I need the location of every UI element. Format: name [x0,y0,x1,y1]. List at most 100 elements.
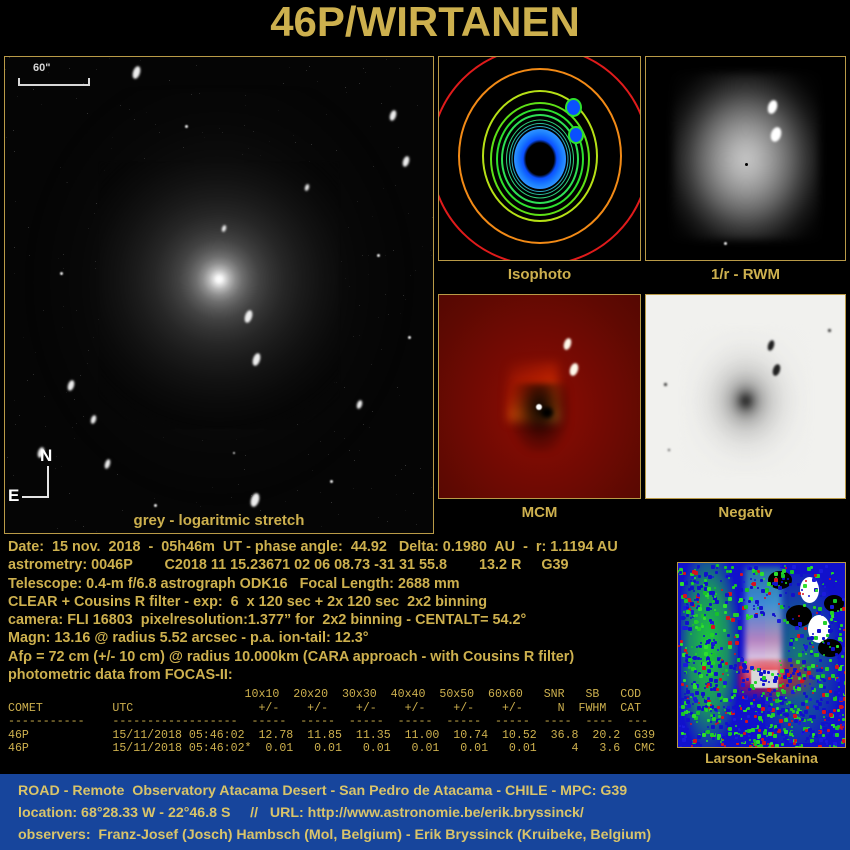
ls-noise-pixel [789,583,792,586]
ls-noise-pixel [827,732,829,734]
ls-noise-pixel [734,653,736,655]
ls-noise-pixel [703,584,705,586]
ls-noise-pixel [740,573,743,576]
larson-sekanina-caption: Larson-Sekanina [677,750,846,766]
ls-noise-pixel [783,675,787,679]
ls-noise-pixel [717,706,720,709]
ls-noise-pixel [680,643,683,646]
ls-noise-pixel [710,721,712,723]
ls-noise-pixel [783,713,786,716]
ls-noise-pixel [744,695,747,698]
ls-noise-pixel [843,649,845,652]
main-comet-image [5,57,433,533]
ls-noise-pixel [768,707,772,711]
ls-noise-pixel [762,692,765,695]
ls-noise-pixel [698,702,700,704]
ls-noise-pixel [715,633,717,635]
ls-noise-pixel [679,746,682,747]
ls-noise-pixel [784,744,786,746]
ls-noise-pixel [688,666,691,669]
ls-noise-pixel [773,679,777,683]
ls-noise-pixel [825,667,829,671]
ls-noise-pixel [700,585,703,588]
ls-noise-pixel [835,726,839,730]
isophoto-caption: Isophoto [438,266,641,283]
mcm-dark-core [541,407,553,418]
ls-noise-pixel [753,739,756,742]
ls-noise-pixel [786,621,789,624]
ls-noise-pixel [710,733,714,737]
ls-noise-pixel [761,711,763,713]
ls-noise-pixel [728,727,732,731]
photometry-table: 10x10 20x20 30x30 40x40 50x50 60x60 SNR … [8,688,680,756]
ls-noise-pixel [806,706,809,709]
ls-noise-pixel [721,743,724,746]
ls-noise-pixel [711,646,714,649]
ls-noise-pixel [748,688,751,691]
ls-noise-pixel [697,621,699,623]
ls-noise-pixel [737,690,739,692]
ls-noise-pixel [819,659,822,662]
footer-bar: ROAD - Remote Observatory Atacama Desert… [0,774,850,850]
info-line: Date: 15 nov. 2018 - 05h46m UT - phase a… [8,538,688,556]
ls-noise-pixel [782,683,784,685]
ls-noise-pixel [679,571,682,574]
ls-noise-pixel [831,622,833,624]
ls-noise-pixel [844,691,845,695]
ls-noise-pixel [700,658,702,660]
ls-noise-pixel [744,726,746,728]
ls-noise-pixel [715,571,718,574]
ls-noise-pixel [710,633,714,637]
poster-root: 46P/WIRTANEN [0,0,850,850]
ls-noise-pixel [711,625,715,629]
ls-noise-pixel [706,730,710,734]
ls-noise-pixel [798,653,802,657]
ls-noise-pixel [781,574,785,578]
ls-noise-pixel [812,613,814,615]
ls-noise-pixel [720,741,722,743]
ls-noise-pixel [711,715,713,717]
ls-noise-pixel [828,625,831,628]
ls-noise-pixel [735,739,739,743]
ls-noise-pixel [702,696,704,698]
ls-noise-pixel [803,677,806,680]
ls-noise-pixel [826,634,829,637]
ls-noise-pixel [692,703,694,705]
faint-star [408,336,411,339]
ls-noise-pixel [728,577,730,579]
ls-noise-pixel [774,572,778,576]
ls-noise-pixel [754,743,757,746]
page-title: 46P/WIRTANEN [0,0,850,46]
ls-noise-pixel [816,669,819,672]
ls-noise-pixel [762,741,766,745]
ls-noise-pixel [773,689,776,692]
ls-noise-pixel [704,687,706,689]
rwm-nucleus-marker [745,163,748,166]
ls-noise-pixel [822,698,824,700]
ls-noise-pixel [693,662,695,664]
rwm-panel [645,56,846,261]
faint-star [377,254,380,257]
ls-noise-pixel [835,665,839,669]
ls-noise-pixel [727,706,730,709]
ls-noise-pixel [728,597,732,601]
ls-noise-pixel [755,600,759,604]
ls-noise-pixel [687,611,689,613]
ls-noise-pixel [746,678,749,681]
ls-noise-pixel [821,582,823,584]
ls-noise-pixel [768,746,771,747]
ls-noise-pixel [837,657,839,659]
ls-noise-pixel [792,565,796,569]
ls-noise-pixel [841,640,843,642]
ls-noise-pixel [835,733,839,737]
ls-noise-pixel [808,595,810,597]
ls-noise-pixel [842,598,845,601]
ls-noise-pixel [752,687,755,690]
ls-noise-pixel [722,736,725,739]
ls-noise-pixel [727,634,730,637]
ls-noise-pixel [804,645,808,649]
ls-noise-pixel [750,578,752,580]
ls-noise-pixel [833,599,837,603]
compass-north-axis [47,466,49,498]
ls-noise-pixel [684,711,687,714]
